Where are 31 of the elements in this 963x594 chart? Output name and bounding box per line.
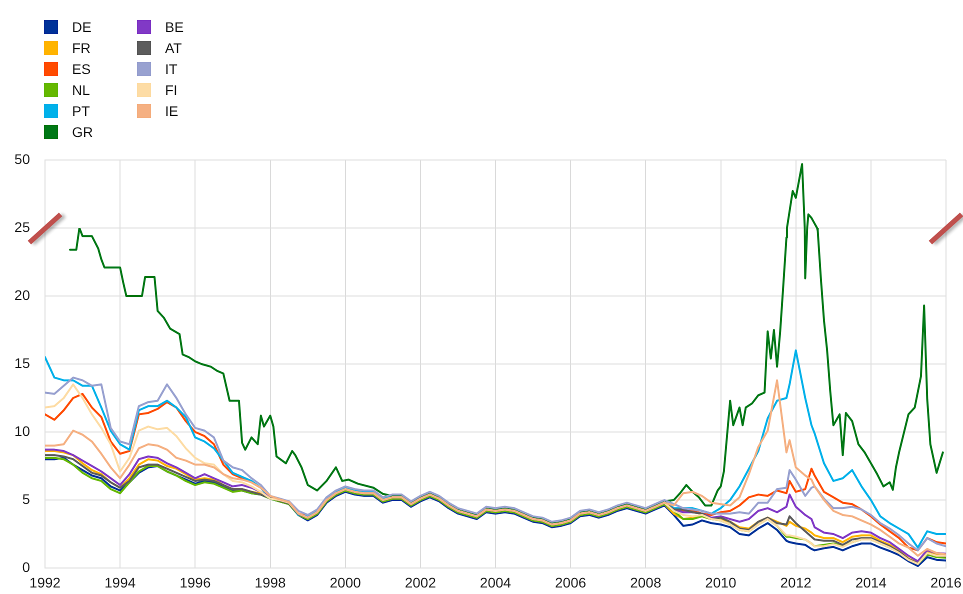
legend-label: IE [165, 102, 178, 118]
legend-label: DE [72, 18, 92, 34]
x-tick-label: 1996 [180, 574, 211, 590]
x-tick-label: 2004 [480, 574, 512, 590]
x-tick-label: 2008 [630, 574, 662, 590]
x-tick-label: 2000 [330, 574, 362, 590]
x-tick-label: 1998 [254, 574, 286, 590]
legend-label: PT [72, 102, 90, 118]
x-tick-label: 2002 [404, 574, 436, 590]
x-tick-label: 2010 [705, 574, 737, 590]
x-tick-label: 2012 [780, 574, 812, 590]
y-tick-label: 10 [14, 422, 30, 439]
y-tick-label: 5 [22, 490, 30, 507]
x-tick-label: 2006 [555, 574, 586, 590]
y-tick-label: 50 [14, 150, 30, 167]
legend-label: GR [72, 124, 93, 140]
x-tick-label: 2016 [930, 574, 962, 590]
y-tick-label: 15 [14, 354, 30, 371]
x-tick-label: 2014 [855, 574, 887, 590]
legend-label: NL [72, 82, 90, 98]
x-tick-label: 1992 [29, 574, 61, 590]
legend-label: FI [165, 82, 178, 98]
legend-label: AT [165, 40, 182, 56]
legend-label: FR [72, 40, 91, 56]
legend-label: ES [72, 60, 91, 76]
y-tick-label: 0 [22, 558, 30, 575]
legend-label: IT [165, 60, 178, 76]
legend-label: BE [165, 18, 184, 34]
y-tick-label: 25 [14, 218, 30, 235]
x-tick-label: 1994 [104, 574, 136, 590]
y-tick-label: 20 [14, 286, 30, 303]
